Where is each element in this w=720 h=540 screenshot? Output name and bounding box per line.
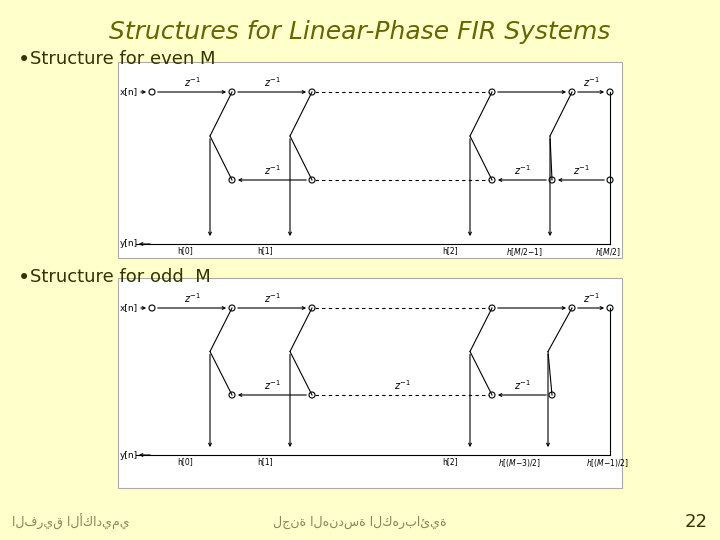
Text: لجنة الهندسة الكهربائية: لجنة الهندسة الكهربائية [273,515,447,529]
Text: y[n]: y[n] [120,240,138,248]
Text: الفريق الأكاديمي: الفريق الأكاديمي [12,514,130,530]
Text: $h[M/2{-}1]$: $h[M/2{-}1]$ [506,246,544,258]
Text: Structure for even M: Structure for even M [30,50,215,68]
Bar [118,278,622,488]
Text: $z^{-1}$: $z^{-1}$ [572,163,590,177]
Text: $z^{-1}$: $z^{-1}$ [513,163,531,177]
Text: h[1]: h[1] [257,246,273,255]
Text: $z^{-1}$: $z^{-1}$ [264,378,281,392]
Text: h[0]: h[0] [177,457,193,466]
Text: $h[(M{-}3)/2]$: $h[(M{-}3)/2]$ [498,457,541,469]
Text: h[0]: h[0] [177,246,193,255]
Text: $z^{-1}$: $z^{-1}$ [184,75,200,89]
Text: x[n]: x[n] [120,87,138,97]
Text: $h[M/2]$: $h[M/2]$ [595,246,621,258]
Text: x[n]: x[n] [120,303,138,313]
Text: $z^{-1}$: $z^{-1}$ [394,378,410,392]
Text: $z^{-1}$: $z^{-1}$ [582,75,600,89]
Text: Structures for Linear-Phase FIR Systems: Structures for Linear-Phase FIR Systems [109,20,611,44]
Text: $z^{-1}$: $z^{-1}$ [582,291,600,305]
Bar [118,62,622,258]
Text: h[1]: h[1] [257,457,273,466]
Text: h[2]: h[2] [442,246,458,255]
Text: $z^{-1}$: $z^{-1}$ [513,378,531,392]
Text: $z^{-1}$: $z^{-1}$ [264,291,281,305]
Text: $z^{-1}$: $z^{-1}$ [264,163,281,177]
Text: $z^{-1}$: $z^{-1}$ [264,75,281,89]
Text: Structure for odd  M: Structure for odd M [30,268,211,286]
Text: 22: 22 [685,513,708,531]
Text: $h[(M{-}1)/2]$: $h[(M{-}1)/2]$ [587,457,629,469]
Text: •: • [18,50,30,70]
Text: $z^{-1}$: $z^{-1}$ [184,291,200,305]
Text: •: • [18,268,30,288]
Text: h[2]: h[2] [442,457,458,466]
Text: y[n]: y[n] [120,450,138,460]
